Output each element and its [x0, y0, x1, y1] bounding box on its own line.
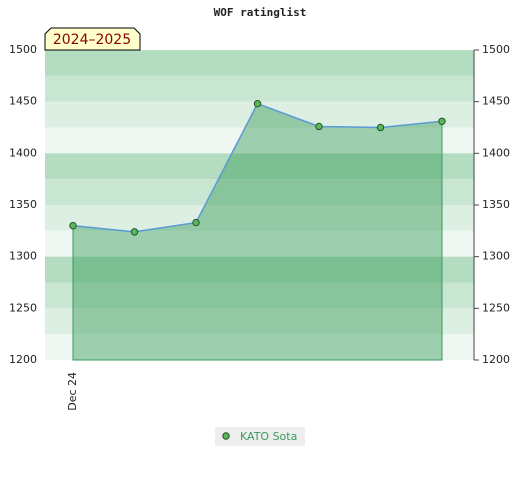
- background-bands: [45, 50, 474, 360]
- band: [45, 230, 474, 257]
- point: [253, 100, 262, 108]
- legend-label: KATO Sota: [240, 430, 297, 443]
- point: [69, 221, 77, 230]
- band: [45, 308, 474, 335]
- y-tick-label: 1250: [9, 301, 37, 314]
- band: [45, 75, 474, 102]
- band: [45, 50, 474, 76]
- legend-box: [215, 427, 305, 446]
- band: [45, 153, 474, 180]
- y-tick-label: 1350: [9, 198, 37, 211]
- chart-title: WOF ratinglist: [214, 6, 307, 19]
- y2-tick-label: 1250: [482, 301, 510, 314]
- x-tick-label: Dec 24: [66, 372, 79, 411]
- band: [45, 256, 474, 283]
- legend-marker: [222, 432, 230, 440]
- point: [130, 228, 139, 236]
- band: [45, 282, 474, 309]
- plot: [69, 100, 446, 361]
- y-tick-label: 1300: [9, 250, 37, 263]
- point: [315, 122, 323, 131]
- y2-tick-label: 1450: [482, 95, 510, 108]
- y2-tick-label: 1300: [482, 250, 510, 263]
- y2-tick-label: 1200: [482, 353, 510, 366]
- season-label: 2024–2025: [53, 32, 131, 48]
- point: [438, 117, 446, 126]
- y2-tick-label: 1350: [482, 198, 510, 211]
- band: [45, 179, 474, 205]
- y-tick-label: 1400: [9, 146, 37, 159]
- season-box: [44, 27, 141, 51]
- y2-tick-label: 1500: [482, 43, 510, 56]
- band: [45, 334, 474, 360]
- y2-tick-label: 1400: [482, 146, 510, 159]
- y-tick-label: 1500: [9, 43, 37, 56]
- y-tick-label: 1450: [9, 95, 37, 108]
- band: [45, 205, 474, 231]
- band: [45, 127, 474, 154]
- point: [192, 218, 200, 227]
- point: [376, 123, 385, 132]
- y-tick-label: 1200: [9, 353, 37, 366]
